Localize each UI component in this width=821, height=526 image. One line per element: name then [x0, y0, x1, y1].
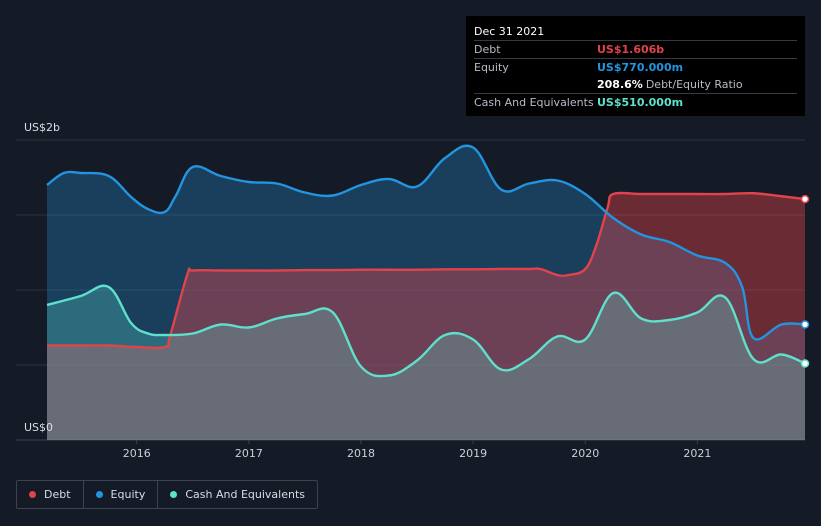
x-tick-label: 2020: [571, 447, 599, 460]
equity-line: [46, 144, 806, 341]
x-axis: 2016 2017 2018 2019 2020 2021: [123, 440, 711, 460]
debt-area: [47, 192, 805, 440]
tooltip-label-cash: Cash And Equivalents: [474, 96, 594, 109]
equity-dot-icon: [95, 491, 103, 498]
x-tick-label: 2018: [347, 447, 375, 460]
grid-lines: [16, 139, 805, 441]
debt-line: [47, 191, 806, 350]
y-axis-top-label: US$2b: [24, 121, 61, 134]
legend-item-debt[interactable]: Debt: [17, 481, 84, 508]
tooltip-date: Dec 31 2021: [474, 25, 545, 38]
tooltip-value-debt: US$1.606b: [597, 43, 665, 56]
x-tick-label: 2019: [459, 447, 487, 460]
debt-dot-icon: [29, 491, 36, 498]
legend-label-equity: Equity: [110, 488, 146, 501]
tooltip-label-debt: Debt: [474, 43, 501, 56]
tooltip-value-ratio: 208.6%: [597, 78, 643, 91]
legend-label-cash: Cash And Equivalents: [185, 488, 305, 501]
legend: Debt Equity Cash And Equivalents: [16, 480, 318, 509]
y-axis-bottom-label: US$0: [24, 421, 54, 434]
series-end-markers: [800, 194, 810, 368]
cash-and-equivalents-area: [47, 285, 805, 440]
x-tick-label: 2021: [683, 447, 711, 460]
tooltip-row-equity: Equity US$770.000m: [474, 58, 797, 76]
x-tick-label: 2016: [123, 447, 151, 460]
legend-item-equity[interactable]: Equity: [84, 481, 159, 508]
tooltip-value-cash: US$510.000m: [597, 96, 684, 109]
cash-dot-icon: [170, 491, 178, 498]
equity-area: [47, 145, 805, 440]
tooltip-label-equity: Equity: [474, 61, 509, 74]
series-areas: [47, 145, 805, 440]
cash-and-equivalents-line: [46, 284, 806, 378]
tooltip-row-debt: Debt US$1.606b: [474, 40, 797, 58]
series-lines: [46, 144, 806, 378]
cash-and-equivalents-end-marker: [800, 359, 810, 368]
tooltip-row-cash: Cash And Equivalents US$510.000m: [474, 93, 797, 111]
debt-end-marker: [800, 194, 810, 204]
legend-label-debt: Debt: [44, 488, 71, 501]
tooltip-label-ratio: [474, 76, 597, 93]
tooltip-panel: Dec 31 2021 Debt US$1.606b Equity US$770…: [466, 16, 805, 116]
tooltip-row-ratio: 208.6% Debt/Equity Ratio: [474, 76, 797, 93]
equity-end-marker: [800, 320, 810, 329]
x-tick-label: 2017: [235, 447, 263, 460]
tooltip-value-equity: US$770.000m: [597, 61, 684, 74]
legend-item-cash[interactable]: Cash And Equivalents: [158, 481, 317, 508]
tooltip-ratio-suffix: Debt/Equity Ratio: [645, 78, 743, 91]
